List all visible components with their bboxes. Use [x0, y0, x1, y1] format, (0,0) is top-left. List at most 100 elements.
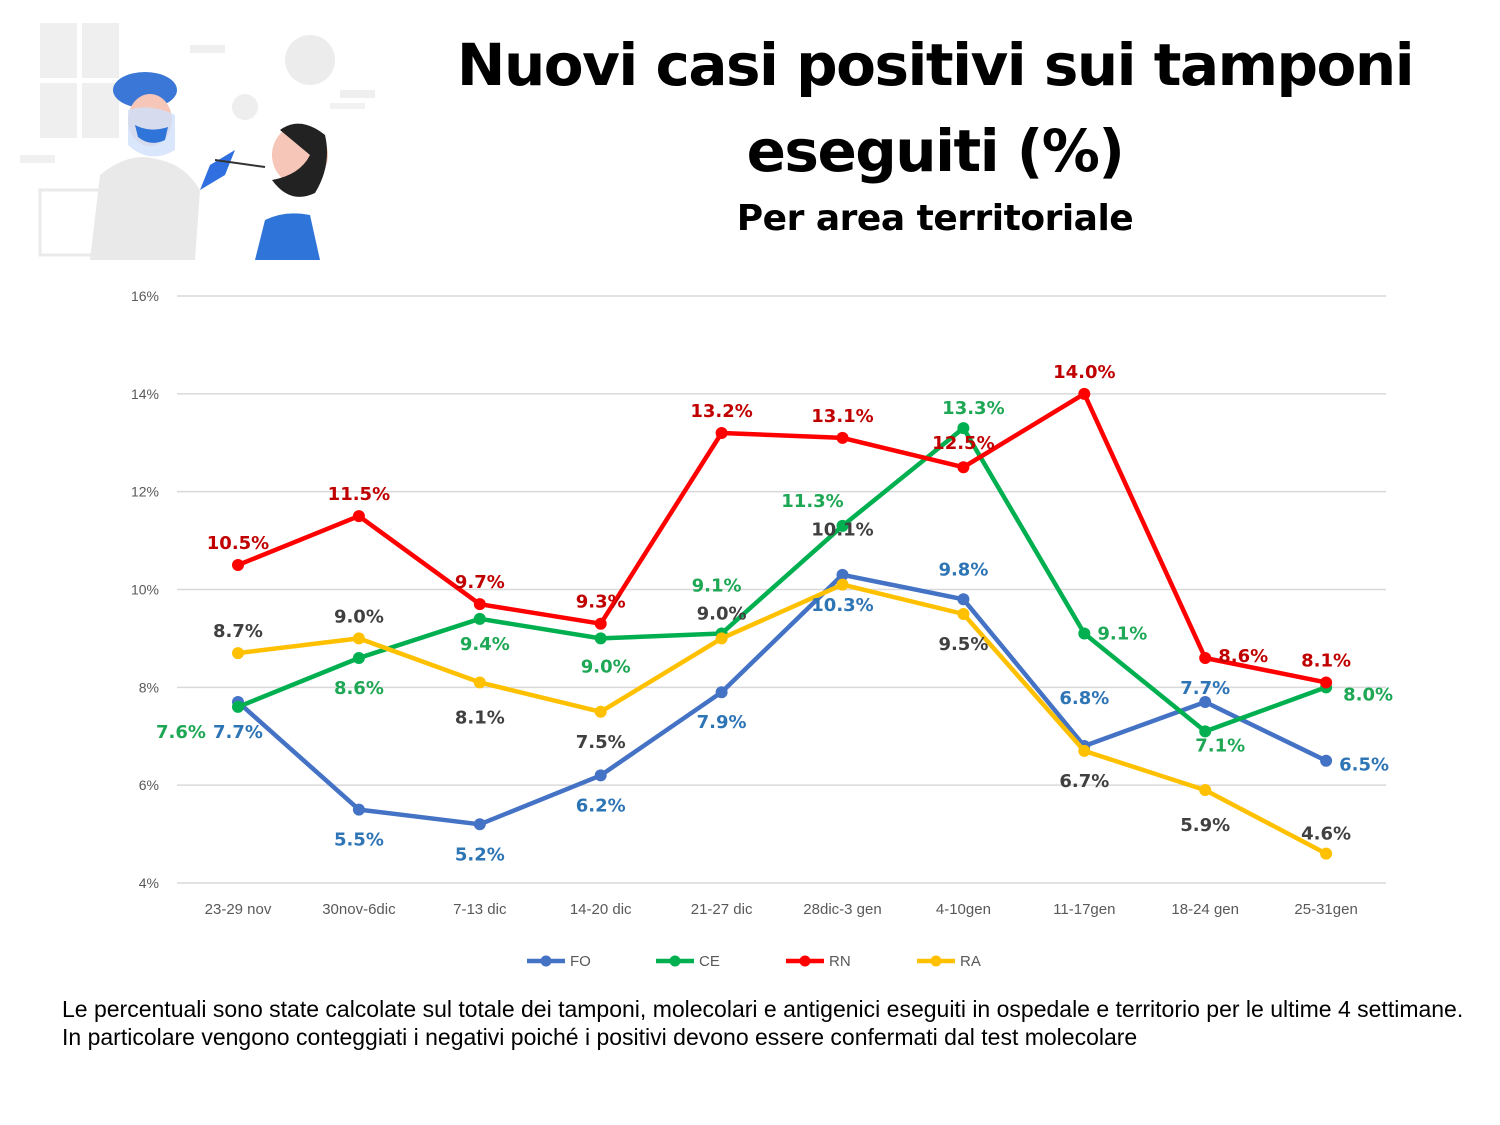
data-label-rn: 14.0%: [1053, 362, 1115, 383]
data-label-ra: 4.6%: [1301, 824, 1351, 845]
data-point-ce: [594, 632, 607, 645]
data-label-ra: 7.5%: [576, 732, 626, 753]
data-point-fo: [473, 818, 486, 831]
data-point-ra: [1320, 847, 1333, 860]
page-title: Nuovi casi positivi sui tamponi eseguiti…: [456, 31, 1415, 185]
data-label-ce: 7.1%: [1195, 735, 1245, 756]
data-label-fo: 6.8%: [1059, 688, 1109, 709]
x-tick-label: 11-17gen: [1053, 901, 1115, 918]
data-point-fo: [1199, 696, 1212, 709]
nasal-swab-test-illustration: [20, 23, 375, 260]
data-point-rn: [594, 617, 607, 630]
data-point-rn: [957, 461, 970, 474]
data-label-rn: 9.3%: [576, 592, 626, 613]
legend-marker-icon: [669, 955, 681, 967]
data-label-rn: 11.5%: [328, 484, 390, 505]
y-tick-label: 4%: [139, 875, 159, 891]
data-point-ra: [473, 676, 486, 689]
data-label-fo: 9.8%: [938, 559, 988, 580]
x-tick-label: 30nov-6dic: [322, 901, 396, 918]
page-subtitle: Per area territoriale: [736, 198, 1134, 239]
data-label-fo: 5.2%: [455, 844, 505, 865]
footnote-line-2: In particolare vengono conteggiati i neg…: [62, 1024, 1138, 1050]
data-label-fo: 10.3%: [811, 595, 873, 616]
legend-label: FO: [570, 953, 591, 970]
data-point-ra: [594, 705, 607, 718]
data-point-fo: [1320, 754, 1333, 767]
data-point-fo: [594, 769, 607, 782]
data-label-rn: 10.5%: [207, 533, 269, 554]
series-line-ce: [237, 425, 1327, 734]
data-point-ce: [1078, 627, 1091, 640]
chart-legend: FO CE RN RA: [527, 953, 981, 970]
data-point-rn: [1078, 387, 1091, 400]
data-label-fo: 5.5%: [334, 830, 384, 851]
data-label-fo: 6.2%: [576, 795, 626, 816]
y-axis-ticks: 4% 6% 8% 10% 12% 14% 16%: [131, 288, 159, 891]
data-point-rn: [836, 431, 849, 444]
data-point-ra: [232, 647, 244, 660]
x-tick-label: 28dic-3 gen: [803, 901, 881, 918]
data-point-rn: [715, 426, 728, 439]
data-label-fo: 7.7%: [1180, 678, 1230, 699]
data-label-ra: 6.7%: [1059, 771, 1109, 792]
background-window-icon: [40, 23, 119, 138]
gridlines: [177, 295, 1386, 884]
data-point-rn: [1320, 676, 1333, 689]
data-label-rn: 13.2%: [690, 401, 752, 422]
data-point-rn: [352, 510, 365, 523]
legend-label: CE: [699, 953, 720, 970]
data-point-ce: [232, 700, 244, 713]
data-label-ce: 7.6%: [156, 722, 206, 743]
data-point-fo: [715, 686, 728, 699]
y-tick-label: 14%: [131, 386, 159, 402]
data-label-ce: 13.3%: [942, 398, 1004, 419]
data-label-fo: 6.5%: [1339, 755, 1389, 776]
x-tick-label: 7-13 dic: [453, 901, 507, 918]
legend-marker-icon: [799, 955, 811, 967]
legend-marker-icon: [930, 955, 942, 967]
data-labels: 7.7% 5.5% 5.2% 6.2% 7.9% 10.3% 9.8% 6.8% 7.7% 6.5…: [156, 362, 1393, 865]
y-tick-label: 10%: [131, 582, 159, 598]
y-tick-label: 16%: [131, 288, 159, 304]
data-point-fo: [836, 568, 849, 581]
data-point-ce: [836, 519, 849, 532]
data-point-ce: [1199, 725, 1212, 738]
data-label-rn: 9.7%: [455, 572, 505, 593]
legend-item-rn: RN: [786, 953, 851, 970]
series-ra: [232, 578, 1333, 860]
data-point-ra: [836, 578, 849, 591]
series-line-rn: [237, 391, 1327, 685]
legend-label: RN: [829, 953, 851, 970]
data-point-ra: [352, 632, 365, 645]
series-rn: [232, 387, 1333, 689]
data-point-ce: [957, 422, 970, 435]
data-point-ra: [1078, 744, 1091, 757]
data-point-ra: [1199, 784, 1212, 797]
x-tick-label: 18-24 gen: [1171, 901, 1239, 918]
data-label-ra: 8.7%: [213, 621, 263, 642]
patient-figure: [255, 123, 328, 260]
data-label-ra: 9.5%: [938, 634, 988, 655]
virus-icon: [232, 94, 258, 120]
data-label-ce: 9.1%: [692, 576, 742, 597]
x-tick-label: 21-27 dic: [691, 901, 753, 918]
data-label-ra: 9.0%: [334, 606, 384, 627]
data-label-ra: 8.1%: [455, 707, 505, 728]
legend-label: RA: [960, 953, 981, 970]
x-tick-label: 23-29 nov: [205, 901, 272, 918]
series-line-ra: [237, 582, 1328, 856]
data-label-rn: 8.1%: [1301, 650, 1351, 671]
x-tick-label: 4-10gen: [936, 901, 991, 918]
data-label-rn: 13.1%: [811, 406, 873, 427]
data-label-rn: 8.6%: [1218, 646, 1268, 667]
data-point-fo: [352, 803, 365, 816]
data-label-fo: 7.9%: [697, 712, 747, 733]
line-chart: 4% 6% 8% 10% 12% 14% 16% 23-29 nov 30nov-6dic 7-…: [131, 288, 1393, 970]
wall-clock-icon: [285, 35, 335, 85]
data-label-fo: 7.7%: [213, 722, 263, 743]
doctor-figure: [90, 72, 266, 260]
data-label-ra: 9.0%: [697, 603, 747, 624]
data-label-ce: 9.0%: [581, 656, 631, 677]
legend-item-ce: CE: [656, 953, 720, 970]
